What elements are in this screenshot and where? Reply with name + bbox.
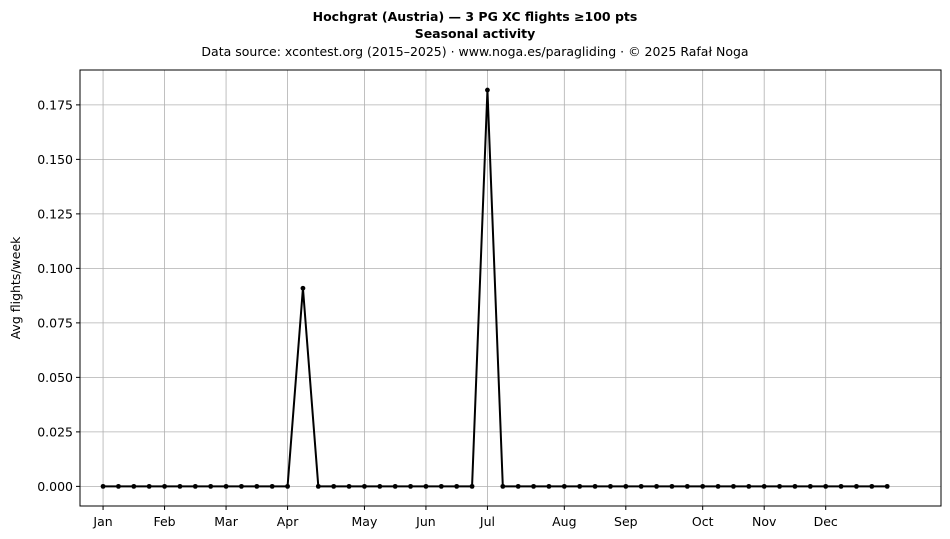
data-point-week-17: [362, 483, 367, 489]
data-point-week-41: [731, 483, 736, 489]
data-point-week-12: [285, 483, 290, 489]
data-point-week-11: [269, 483, 275, 489]
x-tick-label-may: May: [352, 514, 378, 529]
data-point-week-51: [884, 483, 890, 489]
data-point-week-30: [561, 483, 567, 489]
x-tick-label-aug: Aug: [552, 514, 576, 529]
x-tick-label-mar: Mar: [214, 514, 238, 529]
data-point-week-47: [823, 483, 829, 489]
data-point-week-37: [669, 483, 675, 489]
data-point-week-7: [208, 483, 214, 489]
data-point-week-46: [807, 483, 813, 489]
chart-title: Hochgrat (Austria) — 3 PG XC flights ≥10…: [313, 9, 638, 24]
x-tick-label-oct: Oct: [692, 514, 714, 529]
y-tick-label-0-050: 0.050: [37, 370, 73, 385]
x-tick-label-dec: Dec: [814, 514, 838, 529]
data-point-week-25: [485, 87, 490, 93]
chart-subtitle: Seasonal activity: [415, 26, 536, 41]
y-tick-label-0-150: 0.150: [37, 152, 73, 167]
data-point-week-10: [254, 483, 260, 489]
data-point-week-1: [116, 483, 121, 489]
data-point-week-3: [146, 483, 152, 489]
data-point-week-34: [623, 483, 629, 489]
data-point-week-15: [331, 483, 337, 489]
data-point-week-33: [608, 483, 613, 489]
data-point-week-49: [854, 483, 859, 489]
y-tick-label-0-000: 0.000: [37, 479, 73, 494]
x-tick-label-jun: Jun: [415, 514, 436, 529]
data-point-week-2: [131, 483, 137, 489]
x-tick-label-jul: Jul: [479, 514, 495, 529]
data-point-week-5: [177, 483, 183, 489]
data-point-week-4: [162, 483, 167, 489]
data-point-week-27: [515, 483, 521, 489]
y-tick-label-0-125: 0.125: [37, 206, 73, 221]
x-tick-label-feb: Feb: [153, 514, 175, 529]
x-tick-label-nov: Nov: [752, 514, 777, 529]
data-point-week-26: [500, 483, 506, 489]
x-tick-label-sep: Sep: [614, 514, 638, 529]
data-point-week-6: [192, 483, 198, 489]
series-group: [100, 87, 890, 489]
data-point-week-45: [792, 483, 798, 489]
data-point-week-19: [392, 483, 398, 489]
data-point-week-38: [684, 483, 690, 489]
y-axis-ticks: 0.000 0.025 0.050 0.075 0.100 0.125 0.150 0.175: [37, 97, 80, 494]
data-point-week-48: [838, 483, 844, 489]
data-point-week-22: [438, 483, 444, 489]
y-tick-label-0-100: 0.100: [37, 261, 73, 276]
data-point-week-40: [715, 483, 721, 489]
y-tick-label-0-075: 0.075: [37, 315, 73, 330]
data-point-week-14: [315, 483, 321, 489]
data-point-week-43: [761, 483, 767, 489]
x-tick-label-jan: Jan: [92, 514, 112, 529]
data-point-week-35: [638, 483, 644, 489]
data-point-week-28: [531, 483, 536, 489]
data-point-week-13: [300, 285, 306, 291]
data-point-week-24: [469, 483, 475, 489]
grid: [80, 70, 941, 506]
series-line: [103, 90, 888, 488]
data-point-week-23: [454, 483, 460, 489]
x-tick-label-apr: Apr: [277, 514, 299, 529]
data-point-week-29: [546, 483, 552, 489]
y-tick-label-0-025: 0.025: [37, 424, 73, 439]
data-point-week-50: [869, 483, 875, 489]
data-point-week-21: [423, 483, 429, 489]
data-point-week-20: [408, 483, 413, 489]
y-axis-label: Avg flights/week: [8, 236, 23, 340]
data-point-week-9: [239, 483, 244, 489]
data-point-week-16: [346, 483, 352, 489]
data-point-week-0: [100, 483, 106, 489]
data-point-week-44: [777, 483, 782, 489]
y-tick-label-0-175: 0.175: [37, 97, 73, 112]
plot-area-frame: [79, 69, 942, 507]
data-point-week-31: [577, 483, 583, 489]
data-point-week-8: [223, 483, 229, 489]
data-point-week-39: [700, 483, 706, 489]
x-axis-ticks: Jan Feb Mar Apr May Jun Jul Aug Sep Oct Nov Dec: [92, 506, 838, 529]
data-point-week-32: [592, 483, 598, 489]
chart-source-line: Data source: xcontest.org (2015–2025) · …: [201, 44, 748, 59]
data-point-week-42: [746, 483, 752, 489]
data-point-week-18: [377, 483, 383, 489]
data-point-week-36: [654, 483, 659, 489]
